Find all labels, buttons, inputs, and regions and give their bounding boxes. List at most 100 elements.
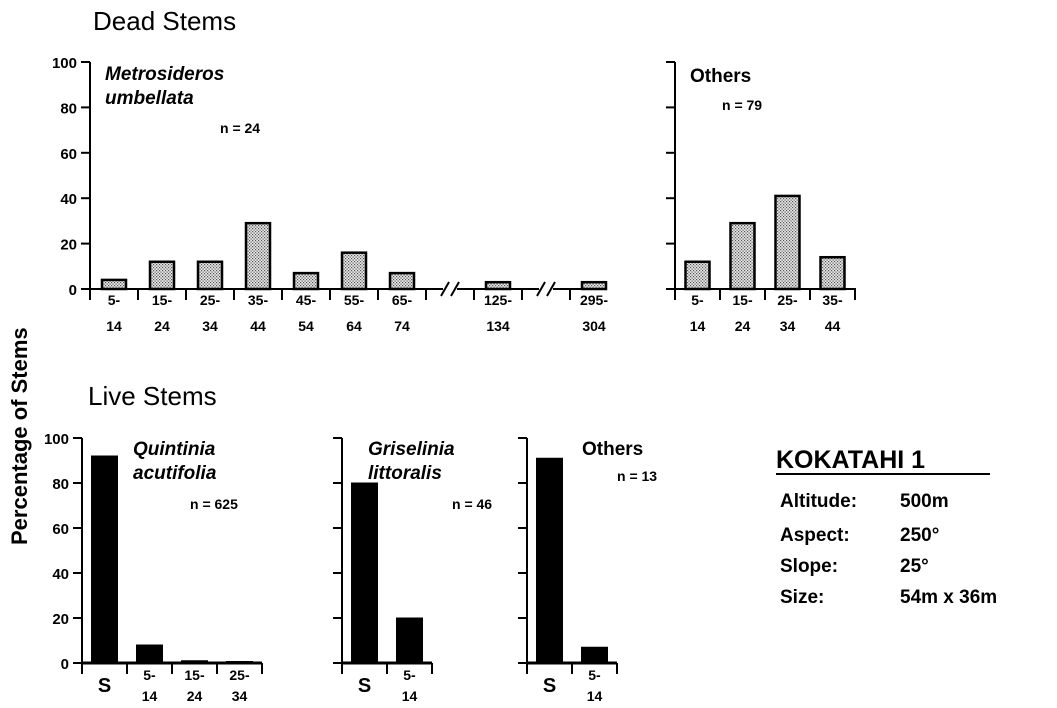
sample-size-label: n = 13 [617,468,657,484]
bar [729,221,756,291]
x-category-label: 24 [154,318,170,334]
live-stems-title: Live Stems [88,381,217,411]
y-tick-label: 0 [61,656,69,673]
slope-value: 25° [900,556,929,577]
sample-size-label: n = 625 [190,496,238,512]
y-tick-label: 80 [60,100,77,117]
x-category-label: 125- [484,292,512,308]
aspect-label: Aspect: [780,525,850,546]
y-tick-label: 20 [60,237,77,254]
sample-size-label: n = 79 [722,97,762,113]
charts-layer: 0 20 40 60 80 100 5- 14 15- 24 25- 34 35- 44 45- 54 55- 6… [44,55,856,704]
x-category-label: 14 [106,318,122,334]
species-label: acutifolia [133,463,217,484]
bar [396,617,423,664]
species-label: Quintinia [133,439,216,460]
x-category-label: 14 [402,688,418,704]
y-tick-label: 0 [69,282,77,299]
species-label: umbellata [105,88,194,109]
x-category-label: 34 [232,688,248,704]
bar [819,255,846,291]
species-label: Others [690,66,751,87]
x-category-label: S [543,675,556,697]
x-category-label: 14 [142,688,158,704]
x-category-label: 15- [184,667,205,683]
altitude-label: Altitude: [780,491,857,512]
y-tick-label: 60 [60,146,77,163]
bar [292,271,320,291]
x-category-label: 5- [143,667,156,683]
dead-stems-title: Dead Stems [93,6,236,36]
x-category-label: 5- [403,667,416,683]
x-category-label: 5- [588,667,601,683]
bar [181,660,208,664]
sample-size-label: n = 24 [220,120,260,136]
x-category-label: 34 [202,318,218,334]
x-category-label: 34 [780,318,796,334]
bar [351,482,378,664]
y-axis-label: Percentage of Stems [7,327,32,545]
x-category-label: 45- [296,292,317,308]
axis-break-mark [440,281,450,297]
chart-live-griselinia: S 5- 14 Griselinia littoralis n = 46 [333,437,492,704]
y-tick-label: 100 [52,55,77,72]
species-label: Others [582,439,643,460]
axis-break-mark [546,281,556,297]
bar [484,280,512,291]
x-category-label: 15- [152,292,173,308]
x-category-label: 35- [822,292,843,308]
x-category-label: 44 [250,318,266,334]
chart-dead-metrosideros: 0 20 40 60 80 100 5- 14 15- 24 25- 34 35- 44 45- 54 55- 6… [52,55,608,334]
bar [196,260,224,291]
axis-break-gap [443,284,457,294]
y-tick-label: 100 [44,431,69,448]
y-tick-label: 80 [52,476,69,493]
x-category-label: 74 [394,318,410,334]
axis-break-mark [536,281,546,297]
bar [580,280,608,291]
bar [388,271,416,291]
bar [136,644,163,664]
size-label: Size: [780,587,824,608]
species-label: Metrosideros [105,64,224,85]
x-category-label: 14 [690,318,706,334]
x-category-label: 295- [580,292,608,308]
site-name: KOKATAHI 1 [776,446,925,474]
x-category-label: 25- [777,292,798,308]
x-category-label: 25- [229,667,250,683]
y-tick-label: 40 [52,566,69,583]
x-category-label: 15- [732,292,753,308]
axis-break-gap [539,284,553,294]
y-tick-label: 40 [60,191,77,208]
x-category-label: 44 [825,318,841,334]
x-category-label: 35- [248,292,269,308]
x-category-label: 24 [735,318,751,334]
chart-dead-others: 5- 14 15- 24 25- 34 35- 44 Others n = 79 [666,61,856,334]
x-category-label: 14 [587,688,603,704]
axis-break-mark [450,281,460,297]
species-label: littoralis [368,463,442,484]
x-category-label: S [98,675,111,697]
altitude-value: 500m [900,491,949,512]
sample-size-label: n = 46 [452,496,492,512]
x-category-label: 5- [691,292,704,308]
x-category-label: 24 [187,688,203,704]
x-category-label: 25- [200,292,221,308]
bar [91,455,118,664]
x-category-label: 65- [392,292,413,308]
y-tick-label: 20 [52,611,69,628]
bar [244,221,272,291]
y-tick-label: 60 [52,521,69,538]
size-value: 54m x 36m [900,587,997,608]
chart-live-quintinia: 0 20 40 60 80 100 S 5- 14 15- 24 25- 34 Quintinia acut… [44,431,263,704]
chart-live-others: S 5- 14 Others n = 13 [518,437,657,704]
species-label: Griselinia [368,439,455,460]
bar [100,278,128,291]
bar [684,260,711,291]
site-info-block: KOKATAHI 1 Altitude: 500m Aspect: 250° S… [776,446,997,608]
bar [148,260,176,291]
bar [226,661,253,664]
x-category-label: S [358,675,371,697]
x-category-label: 64 [346,318,362,334]
bar [581,646,608,664]
